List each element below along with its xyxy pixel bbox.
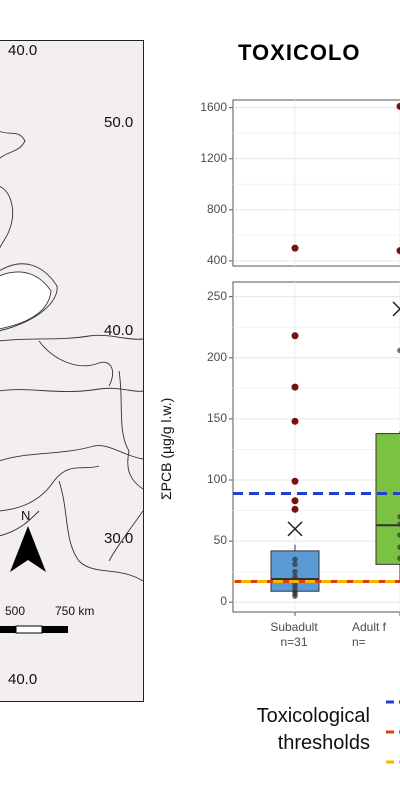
outlier-point xyxy=(291,383,299,391)
top-y-tick-label: 1200 xyxy=(200,150,227,165)
top-outlier-point xyxy=(291,244,299,252)
data-point xyxy=(397,532,400,538)
top-y-tick-label: 800 xyxy=(206,201,227,216)
map-outlines xyxy=(0,130,143,582)
mean-marker-b xyxy=(392,307,400,317)
outlier-point xyxy=(291,497,299,505)
data-point xyxy=(292,568,298,575)
bottom-y-tick-label: 0 xyxy=(220,594,227,609)
x-label-adult: Adult f n= xyxy=(352,620,400,650)
lat-label-40: 40.0 xyxy=(104,322,134,339)
lon-label-bottom: 40.0 xyxy=(8,671,38,688)
bottom-y-tick-label: 50 xyxy=(213,533,227,548)
bottom-y-tick-label: 150 xyxy=(206,410,227,425)
bottom-y-tick-label: 100 xyxy=(206,472,227,486)
scale-label-750: 750 km xyxy=(55,604,95,618)
bottom-y-tick-label: 200 xyxy=(206,349,227,364)
outlier-point xyxy=(291,477,299,485)
map-panel xyxy=(0,40,144,702)
legend-title: Toxicological thresholds xyxy=(222,703,370,757)
data-point xyxy=(397,513,400,520)
lat-label-50: 50.0 xyxy=(104,114,134,131)
top-panel xyxy=(232,99,400,267)
north-arrow xyxy=(10,526,46,572)
north-label: N xyxy=(21,508,31,523)
data-point xyxy=(292,593,298,599)
north-arrow-right xyxy=(28,526,46,572)
legend-title-line2: thresholds xyxy=(277,732,370,754)
data-point xyxy=(292,561,298,568)
top-outlier-point xyxy=(396,247,400,255)
data-point xyxy=(397,544,400,551)
mean-marker-b xyxy=(287,521,303,537)
north-arrow-left xyxy=(10,526,28,572)
x-label-adult-text: Adult f n= xyxy=(352,620,387,649)
data-point xyxy=(397,347,400,354)
lat-label-30: 30.0 xyxy=(104,530,134,547)
outlier-point xyxy=(291,505,299,513)
outlier-point xyxy=(291,417,299,425)
x-label-subadult: Subadult n=31 xyxy=(249,620,339,650)
data-point xyxy=(397,555,400,562)
mean-marker-a xyxy=(392,301,400,310)
lat-label-top: 40.0 xyxy=(8,42,38,59)
box-adult xyxy=(375,433,400,565)
legend-title-line1: Toxicological xyxy=(256,705,370,727)
outlier-point xyxy=(291,332,299,340)
top-y-tick-label: 1600 xyxy=(200,99,227,114)
data-point xyxy=(397,521,400,527)
bottom-y-tick-label: 250 xyxy=(206,288,227,303)
top-outlier-point xyxy=(396,102,400,110)
top-y-tick-label: 400 xyxy=(206,252,227,267)
scale-label-500: 500 xyxy=(5,604,26,618)
chart-title: TOXICOLO xyxy=(238,40,361,65)
data-point xyxy=(292,556,298,563)
scale-bar xyxy=(0,625,68,634)
x-label-subadult-text: Subadult n=31 xyxy=(270,620,318,649)
